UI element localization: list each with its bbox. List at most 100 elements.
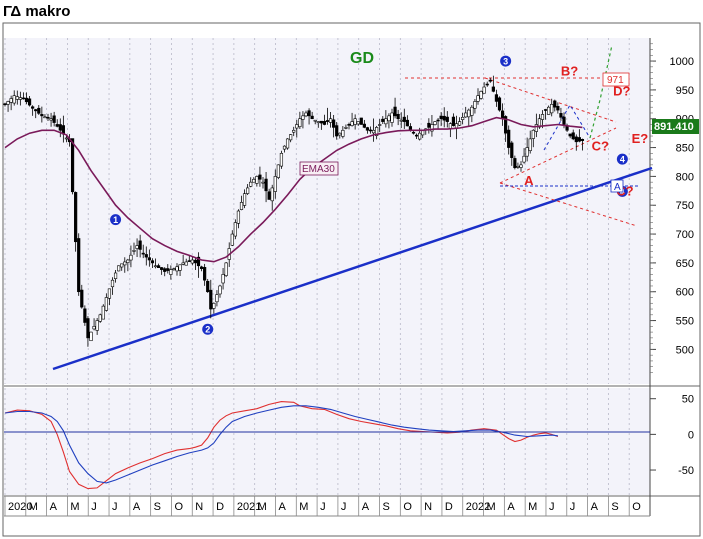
price-tick-label: 550 <box>676 316 694 328</box>
candle-body <box>31 106 35 109</box>
wave-label: D? <box>613 84 630 99</box>
candle-body <box>559 113 563 118</box>
candle-body <box>126 259 130 263</box>
candle-body <box>307 110 311 117</box>
candle-body <box>9 98 13 103</box>
candle-body <box>365 127 370 131</box>
candle-body <box>543 109 548 111</box>
candle-body <box>107 288 112 299</box>
oscillator-panel <box>4 388 650 495</box>
candle-body <box>556 106 560 111</box>
candle-body <box>347 124 351 126</box>
candle-body <box>40 114 44 117</box>
candle-body <box>270 187 274 202</box>
candle-body <box>43 116 47 119</box>
candle-body <box>295 124 299 129</box>
candle-body <box>396 113 400 120</box>
candle-body <box>335 125 339 137</box>
candle-body <box>519 164 523 168</box>
x-tick-label: J <box>341 501 347 513</box>
candle-body <box>169 269 173 275</box>
candle-body <box>310 115 314 120</box>
candle-body <box>433 121 437 125</box>
candle-body <box>74 192 78 243</box>
level-971-label: 971 <box>607 75 624 86</box>
x-tick-label: J <box>549 501 555 513</box>
candle-body <box>160 267 164 270</box>
price-tick-label: 500 <box>676 344 694 356</box>
price-tick-label: 700 <box>676 229 694 241</box>
candle-body <box>405 119 409 127</box>
candle-body <box>163 268 167 272</box>
candle-body <box>534 124 538 132</box>
candle-body <box>24 97 29 103</box>
price-tick-label: 950 <box>676 85 694 97</box>
candle-body <box>120 263 124 268</box>
candle-body <box>15 96 19 100</box>
x-tick-label: N <box>424 501 432 513</box>
candle-body <box>553 100 557 108</box>
last-price-tag: 891.410 <box>654 121 694 133</box>
candle-body <box>86 318 90 339</box>
candle-body <box>356 121 360 125</box>
candle-body <box>562 116 566 125</box>
x-tick-label: M <box>70 501 79 513</box>
triangle-pattern <box>405 77 638 227</box>
candle-body <box>212 302 216 309</box>
x-tick-label: A <box>591 501 599 513</box>
candle-body <box>359 117 363 125</box>
candle-body <box>156 265 161 269</box>
candle-body <box>451 116 456 126</box>
candle-body <box>206 280 210 293</box>
candle-body <box>411 131 416 134</box>
candle-body <box>540 114 545 120</box>
wave-label: B? <box>561 63 578 78</box>
candle-body <box>387 115 391 122</box>
x-tick-label: D <box>216 501 224 513</box>
candle-body <box>439 115 443 120</box>
candle-body <box>181 262 185 265</box>
candle-body <box>531 129 535 139</box>
candle-body <box>448 123 452 129</box>
candle-body <box>117 265 121 272</box>
wave-count-label: 1 <box>113 215 118 225</box>
candle-body <box>491 86 495 92</box>
candle-body <box>464 112 468 118</box>
candle-body <box>325 120 330 122</box>
candle-body <box>27 98 32 106</box>
x-tick-label: M <box>29 501 38 513</box>
candle-body <box>488 79 492 82</box>
candle-body <box>319 120 323 124</box>
wave-count-label: 2 <box>205 325 210 335</box>
candle-body <box>37 107 41 114</box>
candle-body <box>371 129 376 134</box>
candle-body <box>516 166 520 168</box>
candle-body <box>298 118 302 128</box>
candle-body <box>328 118 333 123</box>
candle-body <box>34 109 38 112</box>
candle-body <box>427 122 431 128</box>
candle-body <box>203 267 207 281</box>
x-tick-label: 2020 <box>8 501 32 513</box>
candle-body <box>264 178 268 192</box>
candle-body <box>249 181 253 187</box>
candle-body <box>52 115 56 123</box>
wave-count-marker <box>110 214 122 226</box>
price-tick-label: 800 <box>676 171 694 183</box>
candle-body <box>279 153 284 167</box>
candle-body <box>378 124 382 126</box>
x-tick-label: O <box>174 501 183 513</box>
x-tick-label: J <box>570 501 576 513</box>
candle-body <box>522 155 526 163</box>
candle-body <box>497 97 502 111</box>
x-tick-label: M <box>528 501 537 513</box>
candle-body <box>255 176 259 184</box>
candle-body <box>46 116 50 119</box>
candle-body <box>18 97 22 100</box>
box-label-a: A <box>614 182 621 193</box>
candle-body <box>289 134 293 141</box>
candle-body <box>350 121 354 126</box>
candle-body <box>276 164 280 178</box>
